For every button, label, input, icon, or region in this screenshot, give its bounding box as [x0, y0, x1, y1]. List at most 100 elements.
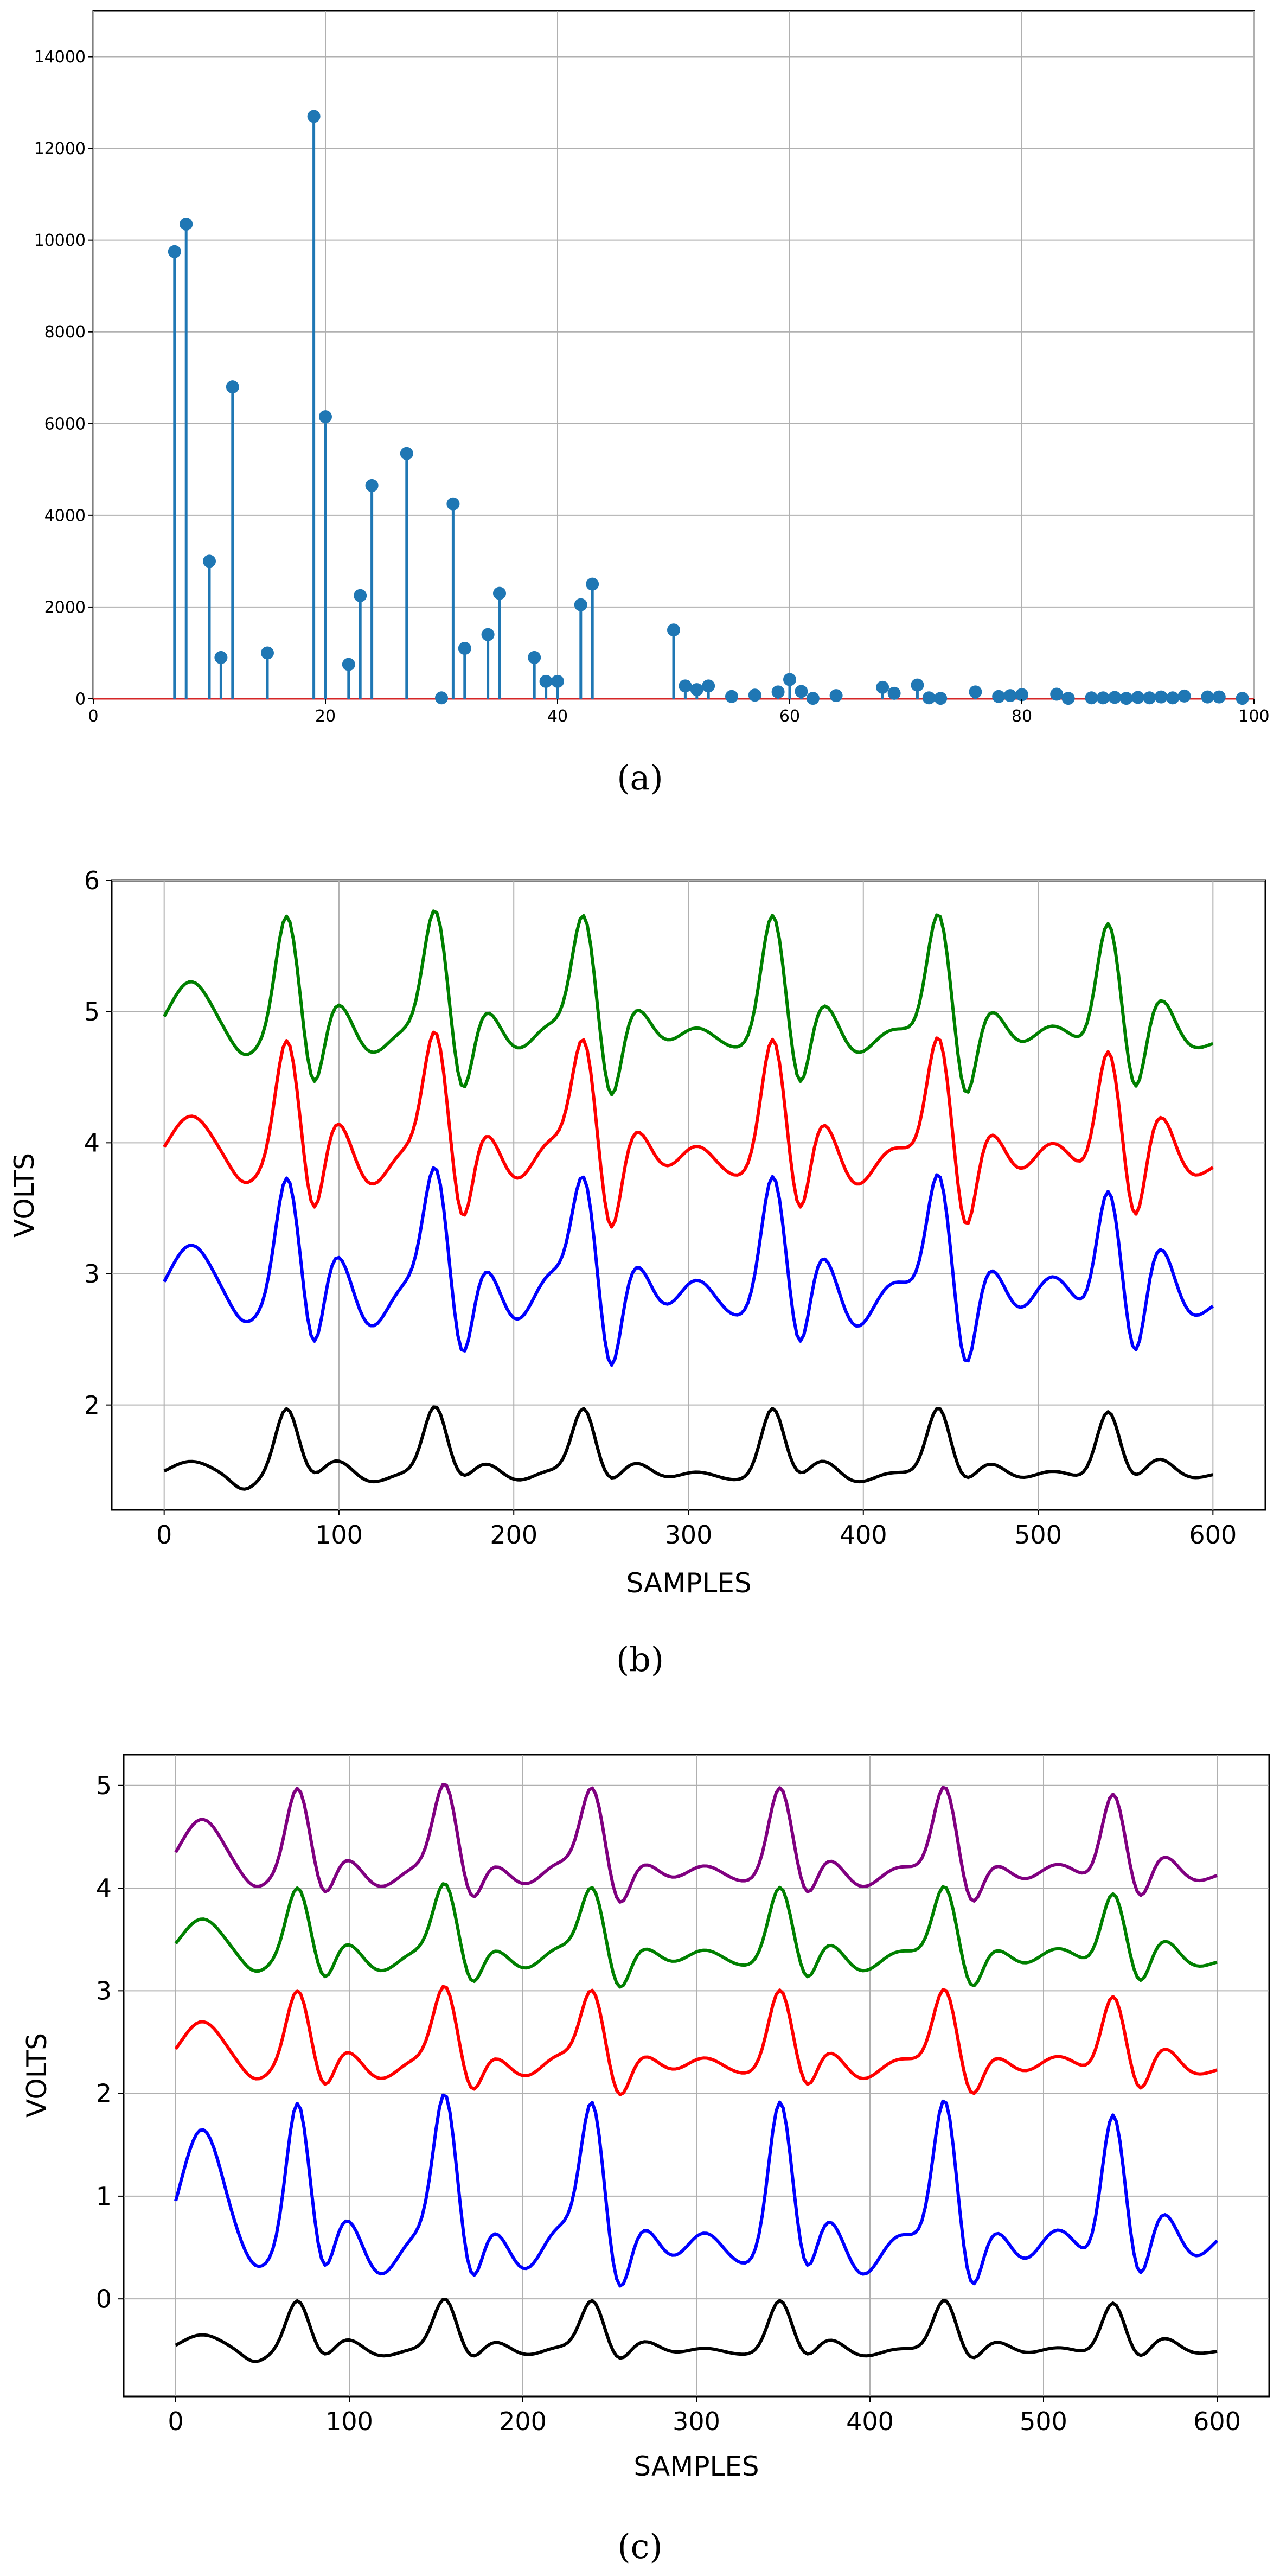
stem-marker [911, 678, 924, 692]
stem-marker [435, 691, 448, 705]
stem-marker [1096, 691, 1110, 705]
panel-c-ytick-label: 1 [96, 2182, 112, 2211]
series-green-line [163, 909, 1214, 1096]
panel-a-ticks: 0 20 40 60 80 100 0 2000 4000 6000 8000 10000 12000 1… [34, 48, 1270, 726]
panel-c-xtick-label: 600 [1193, 2407, 1241, 2436]
panel-b-xlabel: SAMPLES [626, 1567, 751, 1599]
panel-a-ytick-label: 4000 [44, 506, 86, 525]
panel-a-xtick-label: 100 [1238, 707, 1269, 726]
stem-marker [1212, 690, 1226, 704]
stem-marker [586, 577, 599, 591]
series-red-line [163, 1030, 1214, 1229]
series-black-line [175, 2298, 1218, 2363]
panel-a-stem-plot: 0 20 40 60 80 100 0 2000 4000 6000 8000 10000 12000 1… [34, 10, 1270, 798]
panel-b-caption: (b) [616, 1640, 664, 1679]
panel-a-xtick-label: 40 [547, 707, 568, 726]
stem-marker [226, 380, 239, 394]
panel-b-ytick-label: 4 [84, 1128, 100, 1157]
stem-marker [493, 586, 506, 600]
stem-marker [261, 646, 274, 660]
stem-marker [458, 642, 471, 655]
stem-marker [400, 447, 413, 460]
stem-marker [829, 689, 843, 703]
panel-c-xtick-label: 300 [673, 2407, 720, 2436]
panel-a-ytick-label: 8000 [44, 323, 86, 342]
panel-a-xtick-label: 60 [779, 707, 800, 726]
stem-marker [725, 690, 738, 703]
panel-b-xtick-label: 400 [840, 1520, 887, 1550]
stem-marker [1166, 691, 1180, 705]
panel-b-xtick-label: 200 [490, 1520, 537, 1550]
panel-b-xtick-label: 500 [1014, 1520, 1062, 1550]
panel-b-xtick-label: 100 [315, 1520, 363, 1550]
panel-a-ytick-label: 14000 [34, 48, 86, 67]
panel-c-ticks: 0 100 200 300 400 500 600 0 1 2 3 4 5 [96, 1771, 1241, 2436]
stem-marker [446, 497, 460, 511]
stem-marker [214, 651, 228, 664]
stem-marker [806, 692, 820, 705]
panel-c-xtick-label: 0 [168, 2407, 183, 2436]
stem-marker [1177, 689, 1191, 703]
stem-marker [551, 674, 564, 688]
panel-b-xtick-label: 600 [1189, 1520, 1237, 1550]
stem-marker [1131, 691, 1144, 704]
panel-a-ytick-label: 12000 [34, 139, 86, 158]
stem-marker [1201, 690, 1214, 704]
stem-marker [528, 651, 541, 664]
stem-marker [887, 686, 901, 700]
series-blue-line [174, 2093, 1219, 2288]
stem-marker [795, 685, 808, 698]
stem-marker [539, 674, 553, 688]
panel-b-ytick-label: 5 [84, 997, 100, 1026]
stem-marker [679, 679, 692, 693]
panel-c-ytick-label: 3 [96, 1976, 112, 2005]
panel-c-caption: (c) [617, 2527, 662, 2566]
panel-a-xtick-label: 20 [315, 707, 336, 726]
stem-marker [690, 683, 703, 697]
stem-marker [1108, 691, 1122, 704]
stem-marker [1003, 689, 1017, 703]
series-red-line [174, 1985, 1218, 2096]
panel-a-caption: (a) [617, 758, 663, 798]
panel-a-ytick-label: 0 [75, 690, 86, 709]
stem-marker [922, 691, 936, 705]
panel-b-ylabel: VOLTS [9, 1153, 40, 1238]
panel-b-grid [112, 880, 1265, 1510]
stem-marker [783, 673, 796, 686]
panel-c-ylabel: VOLTS [21, 2033, 53, 2118]
series-blue-line [163, 1166, 1214, 1367]
series-black-line [163, 1405, 1213, 1491]
panel-c-series [174, 1782, 1219, 2363]
panel-b-ytick-label: 3 [84, 1259, 100, 1289]
stem-marker [1085, 691, 1098, 705]
stem-marker [1143, 691, 1156, 705]
stem-marker [934, 692, 948, 705]
panel-b-xtick-label: 300 [665, 1520, 713, 1550]
panel-a-ytick-label: 6000 [44, 415, 86, 433]
panel-a-ytick-label: 10000 [34, 231, 86, 250]
panel-a-stems [93, 110, 1254, 705]
panel-b-line-plot: 0 100 200 300 400 500 600 2 3 4 5 6 SAMPLES VOLTS (… [9, 866, 1266, 1679]
panel-c-xtick-label: 400 [846, 2407, 894, 2436]
series-green-line [174, 1882, 1218, 1989]
stem-marker [1236, 692, 1249, 705]
stem-marker [748, 688, 761, 702]
panel-c-xlabel: SAMPLES [633, 2451, 759, 2482]
series-purple-line [174, 1782, 1218, 1904]
panel-c-xtick-label: 100 [325, 2407, 373, 2436]
stem-marker [1050, 687, 1064, 701]
panel-c-grid [124, 1755, 1269, 2396]
panel-b-ytick-label: 2 [84, 1391, 100, 1420]
panel-c-ytick-label: 0 [96, 2284, 112, 2313]
stem-marker [1015, 688, 1028, 702]
stem-marker [969, 685, 982, 699]
stem-marker [992, 690, 1006, 703]
panel-c-xtick-label: 500 [1020, 2407, 1067, 2436]
stem-marker [876, 680, 889, 694]
stem-marker [342, 658, 355, 671]
stem-marker [1061, 692, 1075, 705]
panel-a-frame [92, 10, 1255, 700]
stem-marker [203, 554, 216, 568]
